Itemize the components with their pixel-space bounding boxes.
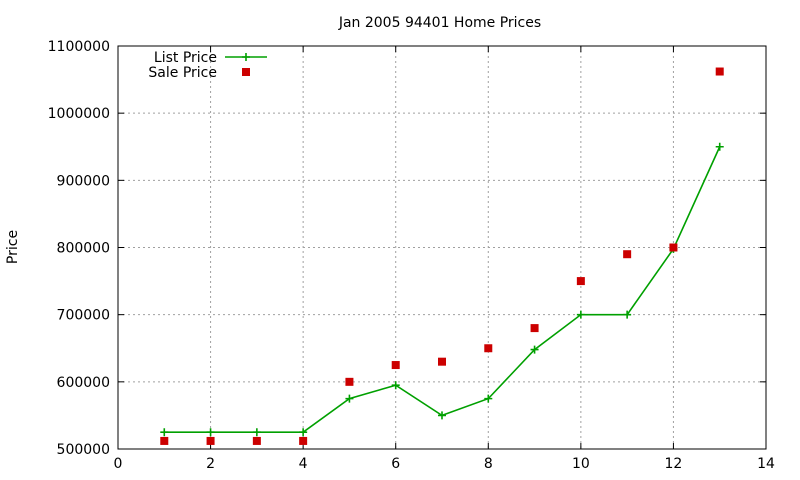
x-tick-label: 10 [572, 456, 590, 472]
data-point-square [715, 67, 724, 76]
axis-ticks: 0 2 4 6 8 10 12 14 500000 600000 700000 800000 90000… [48, 39, 775, 472]
legend-square-swatch [242, 68, 250, 76]
data-point-plus [484, 394, 493, 403]
data-point-square [391, 361, 400, 370]
y-tick-label: 700000 [57, 308, 110, 324]
data-point-plus [299, 428, 308, 437]
series-layer [160, 67, 724, 445]
data-point-plus [576, 310, 585, 319]
data-point-square [623, 250, 632, 259]
y-tick-label: 1100000 [48, 39, 110, 55]
y-tick-label: 600000 [57, 375, 110, 391]
x-tick-label: 0 [114, 456, 123, 472]
data-point-square [669, 243, 678, 252]
x-tick-label: 4 [299, 456, 308, 472]
data-point-square [206, 436, 215, 445]
series-sale-price [160, 67, 724, 445]
x-tick-label: 8 [484, 456, 493, 472]
legend-plus-swatch [242, 53, 250, 61]
grid-lines [118, 46, 766, 449]
series-line [164, 146, 721, 434]
y-tick-label: 800000 [57, 241, 110, 257]
x-tick-label: 2 [206, 456, 215, 472]
legend-label: Sale Price [148, 65, 217, 81]
data-point-plus [160, 428, 169, 437]
data-point-square [299, 436, 308, 445]
y-tick-label: 900000 [57, 173, 110, 189]
data-point-square [438, 357, 446, 366]
data-point-plus [391, 381, 400, 390]
x-tick-label: 6 [391, 456, 400, 472]
data-point-square [576, 277, 585, 286]
series-list-price [160, 142, 724, 437]
data-point-plus [438, 411, 446, 420]
chart-title: Jan 2005 94401 Home Prices [338, 15, 541, 31]
data-point-square [345, 377, 354, 386]
data-point-square [252, 436, 261, 445]
data-point-plus [623, 310, 632, 319]
y-tick-label: 1000000 [48, 106, 110, 122]
y-axis-label: Price [5, 230, 21, 264]
data-point-plus [206, 428, 215, 437]
data-point-plus [715, 142, 724, 151]
x-tick-label: 12 [665, 456, 683, 472]
data-point-plus [530, 345, 539, 354]
data-point-plus [252, 428, 261, 437]
x-tick-label: 14 [757, 456, 775, 472]
y-tick-label: 500000 [57, 442, 110, 458]
data-point-square [530, 324, 539, 333]
legend-label: List Price [154, 50, 217, 66]
data-point-square [160, 436, 169, 445]
data-point-square [484, 344, 493, 353]
data-point-plus [345, 394, 354, 403]
